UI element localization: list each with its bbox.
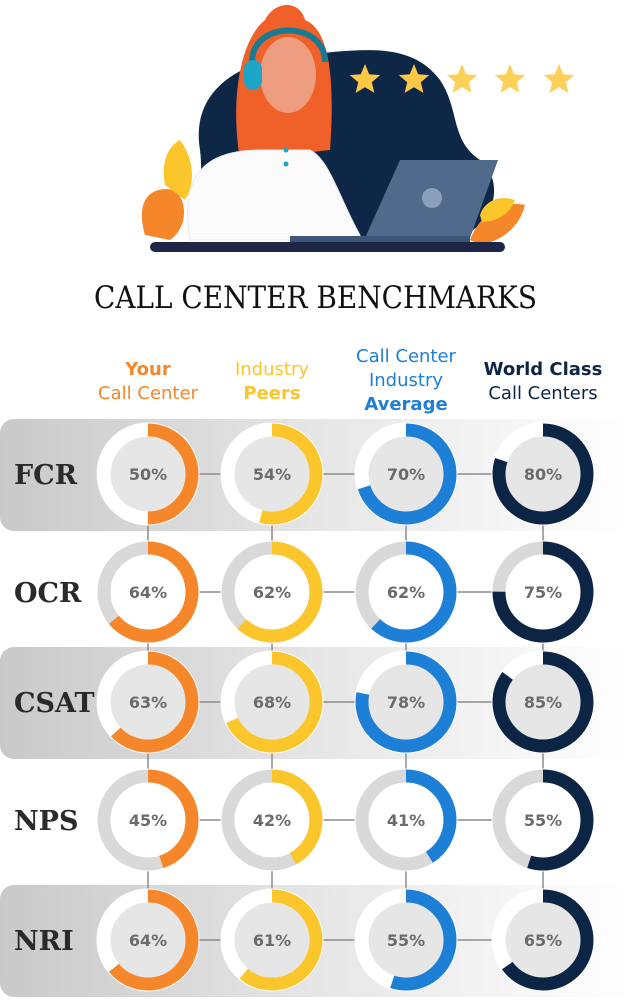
donut-fill — [221, 889, 323, 991]
column-header-line: Industry — [234, 359, 310, 380]
donut-fill — [492, 423, 594, 525]
donut-fill — [355, 541, 457, 643]
donut-value-label: 70% — [387, 465, 425, 484]
star-icon — [398, 64, 430, 93]
metric-label: FCR — [14, 460, 78, 491]
donut-csat-avg: 78% — [354, 650, 458, 754]
donut-value-label: 61% — [253, 931, 291, 950]
hero-illustration — [141, 5, 575, 252]
donut-value-label: 55% — [387, 931, 425, 950]
column-header-line: Average — [364, 394, 448, 415]
metric-label: NRI — [14, 926, 74, 957]
donut-fill — [97, 423, 199, 525]
donut-value-label: 41% — [387, 811, 425, 830]
star-icon — [543, 64, 575, 93]
column-header-line: Industry — [368, 370, 444, 391]
donut-value-label: 62% — [253, 583, 291, 602]
column-header-world: World Class Call Centers — [468, 358, 618, 406]
donut-nps-avg: 41% — [354, 768, 458, 872]
laptop-icon — [290, 160, 498, 242]
column-header-avg: Call Center Industry Average — [331, 345, 481, 417]
donut-nri-your: 64% — [96, 888, 200, 992]
donut-nri-world: 65% — [491, 888, 595, 992]
column-header-your: Your Call Center — [73, 358, 223, 406]
agent-figure — [187, 5, 361, 241]
donut-nps-your: 45% — [96, 768, 200, 872]
column-header-peers: Industry Peers — [197, 358, 347, 406]
donut-fcr-avg: 70% — [354, 422, 458, 526]
donut-nri-peers: 61% — [220, 888, 324, 992]
column-header-line: Peers — [243, 383, 301, 404]
column-header-line: Call Center — [356, 346, 456, 367]
donut-fill — [97, 541, 199, 643]
donut-value-label: 85% — [524, 693, 562, 712]
donut-fill — [355, 423, 457, 525]
star-icon — [349, 64, 381, 93]
donut-value-label: 80% — [524, 465, 562, 484]
donut-csat-peers: 68% — [220, 650, 324, 754]
donut-value-label: 64% — [129, 931, 167, 950]
donut-fill — [221, 769, 323, 871]
donut-csat-world: 85% — [491, 650, 595, 754]
donut-ocr-peers: 62% — [220, 540, 324, 644]
column-header-line: World Class — [483, 359, 603, 380]
rating-stars — [349, 64, 575, 93]
donut-fill — [97, 651, 199, 753]
donut-fill — [355, 651, 457, 753]
column-header-line: Your — [125, 359, 171, 380]
donut-ocr-your: 64% — [96, 540, 200, 644]
column-header-line: Call Centers — [488, 383, 598, 404]
donut-fill — [492, 541, 594, 643]
donut-value-label: 65% — [524, 931, 562, 950]
donut-nps-peers: 42% — [220, 768, 324, 872]
donut-value-label: 50% — [129, 465, 167, 484]
donut-ocr-world: 75% — [491, 540, 595, 644]
donut-fill — [355, 889, 457, 991]
donut-value-label: 42% — [253, 811, 291, 830]
desk — [150, 242, 505, 252]
donut-csat-your: 63% — [96, 650, 200, 754]
donut-value-label: 63% — [129, 693, 167, 712]
donut-fill — [221, 651, 323, 753]
donut-value-label: 75% — [524, 583, 562, 602]
donut-fcr-peers: 54% — [220, 422, 324, 526]
donut-fill — [221, 541, 323, 643]
donut-value-label: 54% — [253, 465, 291, 484]
leaf-icon — [141, 140, 525, 245]
metric-label: NPS — [14, 806, 78, 837]
donut-fcr-your: 50% — [96, 422, 200, 526]
donut-fill — [492, 889, 594, 991]
metric-label: OCR — [14, 578, 82, 609]
donut-fill — [355, 769, 457, 871]
donut-value-label: 45% — [129, 811, 167, 830]
page-title: CALL CENTER BENCHMARKS — [93, 280, 538, 316]
donut-fill — [221, 423, 323, 525]
donut-value-label: 62% — [387, 583, 425, 602]
star-icon — [446, 64, 478, 93]
column-header-line: Call Center — [98, 383, 198, 404]
donut-nri-avg: 55% — [354, 888, 458, 992]
donut-fill — [492, 651, 594, 753]
donut-fcr-world: 80% — [491, 422, 595, 526]
donut-fill — [97, 889, 199, 991]
donut-value-label: 68% — [253, 693, 291, 712]
donut-nps-world: 55% — [491, 768, 595, 872]
donut-value-label: 78% — [387, 693, 425, 712]
donut-value-label: 55% — [524, 811, 562, 830]
donut-ocr-avg: 62% — [354, 540, 458, 644]
donut-fill — [492, 769, 594, 871]
donut-fill — [97, 769, 199, 871]
star-icon — [494, 64, 526, 93]
donut-value-label: 64% — [129, 583, 167, 602]
metric-label: CSAT — [14, 688, 95, 719]
